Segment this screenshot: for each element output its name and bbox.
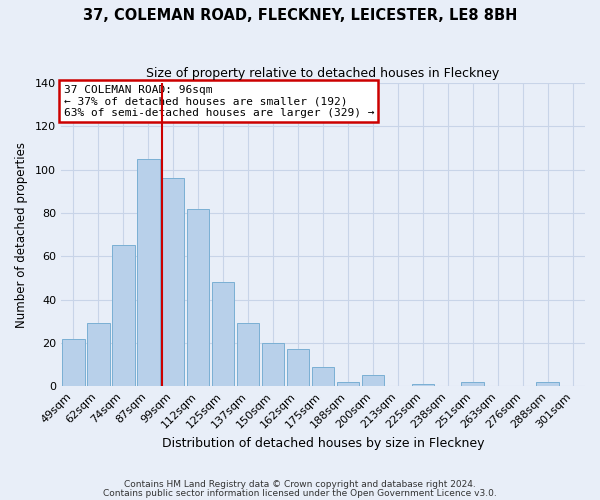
X-axis label: Distribution of detached houses by size in Fleckney: Distribution of detached houses by size … [162, 437, 484, 450]
Text: Contains HM Land Registry data © Crown copyright and database right 2024.: Contains HM Land Registry data © Crown c… [124, 480, 476, 489]
Bar [62, 338, 85, 386]
Bar [287, 350, 309, 386]
Text: 37 COLEMAN ROAD: 96sqm
← 37% of detached houses are smaller (192)
63% of semi-de: 37 COLEMAN ROAD: 96sqm ← 37% of detached… [64, 84, 374, 118]
Text: Contains public sector information licensed under the Open Government Licence v3: Contains public sector information licen… [103, 489, 497, 498]
Bar [87, 324, 110, 386]
Bar [187, 208, 209, 386]
Text: 37, COLEMAN ROAD, FLECKNEY, LEICESTER, LE8 8BH: 37, COLEMAN ROAD, FLECKNEY, LEICESTER, L… [83, 8, 517, 22]
Bar [312, 366, 334, 386]
Bar [237, 324, 259, 386]
Bar [162, 178, 184, 386]
Bar [536, 382, 559, 386]
Bar [137, 159, 160, 386]
Bar [337, 382, 359, 386]
Y-axis label: Number of detached properties: Number of detached properties [15, 142, 28, 328]
Bar [461, 382, 484, 386]
Bar [412, 384, 434, 386]
Title: Size of property relative to detached houses in Fleckney: Size of property relative to detached ho… [146, 68, 500, 80]
Bar [362, 376, 384, 386]
Bar [262, 343, 284, 386]
Bar [212, 282, 235, 386]
Bar [112, 246, 134, 386]
